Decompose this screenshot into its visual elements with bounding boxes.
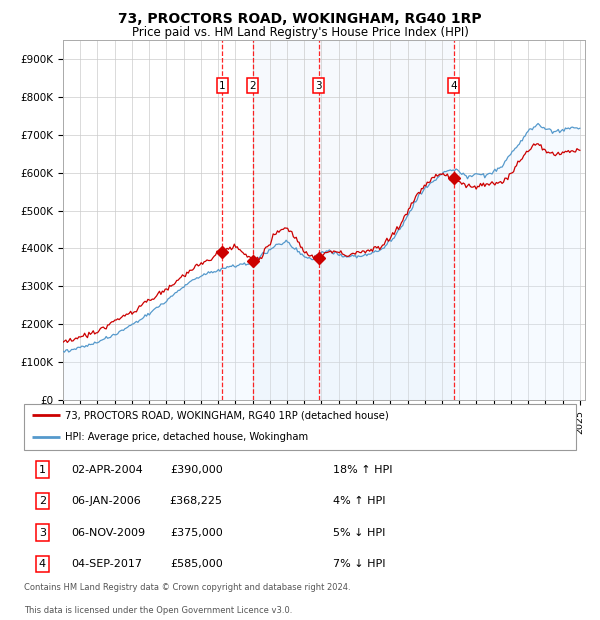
Text: 4: 4 — [450, 81, 457, 91]
Text: 73, PROCTORS ROAD, WOKINGHAM, RG40 1RP (detached house): 73, PROCTORS ROAD, WOKINGHAM, RG40 1RP (… — [65, 410, 389, 420]
Text: 3: 3 — [316, 81, 322, 91]
Text: 04-SEP-2017: 04-SEP-2017 — [71, 559, 142, 569]
Text: £390,000: £390,000 — [170, 464, 223, 474]
Bar — [253, 40, 454, 400]
Text: 2: 2 — [250, 81, 256, 91]
Text: 4% ↑ HPI: 4% ↑ HPI — [333, 496, 386, 506]
Text: This data is licensed under the Open Government Licence v3.0.: This data is licensed under the Open Gov… — [24, 606, 292, 615]
Text: 02-APR-2004: 02-APR-2004 — [71, 464, 143, 474]
Text: 06-NOV-2009: 06-NOV-2009 — [71, 528, 145, 538]
Text: 1: 1 — [219, 81, 226, 91]
Text: 4: 4 — [38, 559, 46, 569]
Text: Contains HM Land Registry data © Crown copyright and database right 2024.: Contains HM Land Registry data © Crown c… — [24, 583, 350, 592]
Text: Price paid vs. HM Land Registry's House Price Index (HPI): Price paid vs. HM Land Registry's House … — [131, 26, 469, 39]
Text: HPI: Average price, detached house, Wokingham: HPI: Average price, detached house, Woki… — [65, 432, 308, 442]
Text: 2: 2 — [38, 496, 46, 506]
Text: 5% ↓ HPI: 5% ↓ HPI — [333, 528, 385, 538]
Text: 1: 1 — [39, 464, 46, 474]
Text: 18% ↑ HPI: 18% ↑ HPI — [333, 464, 392, 474]
Text: £585,000: £585,000 — [170, 559, 223, 569]
Text: 3: 3 — [39, 528, 46, 538]
Text: 06-JAN-2006: 06-JAN-2006 — [71, 496, 140, 506]
Text: £368,225: £368,225 — [170, 496, 223, 506]
Text: £375,000: £375,000 — [170, 528, 223, 538]
Text: 7% ↓ HPI: 7% ↓ HPI — [333, 559, 386, 569]
FancyBboxPatch shape — [24, 404, 576, 450]
Text: 73, PROCTORS ROAD, WOKINGHAM, RG40 1RP: 73, PROCTORS ROAD, WOKINGHAM, RG40 1RP — [118, 12, 482, 27]
